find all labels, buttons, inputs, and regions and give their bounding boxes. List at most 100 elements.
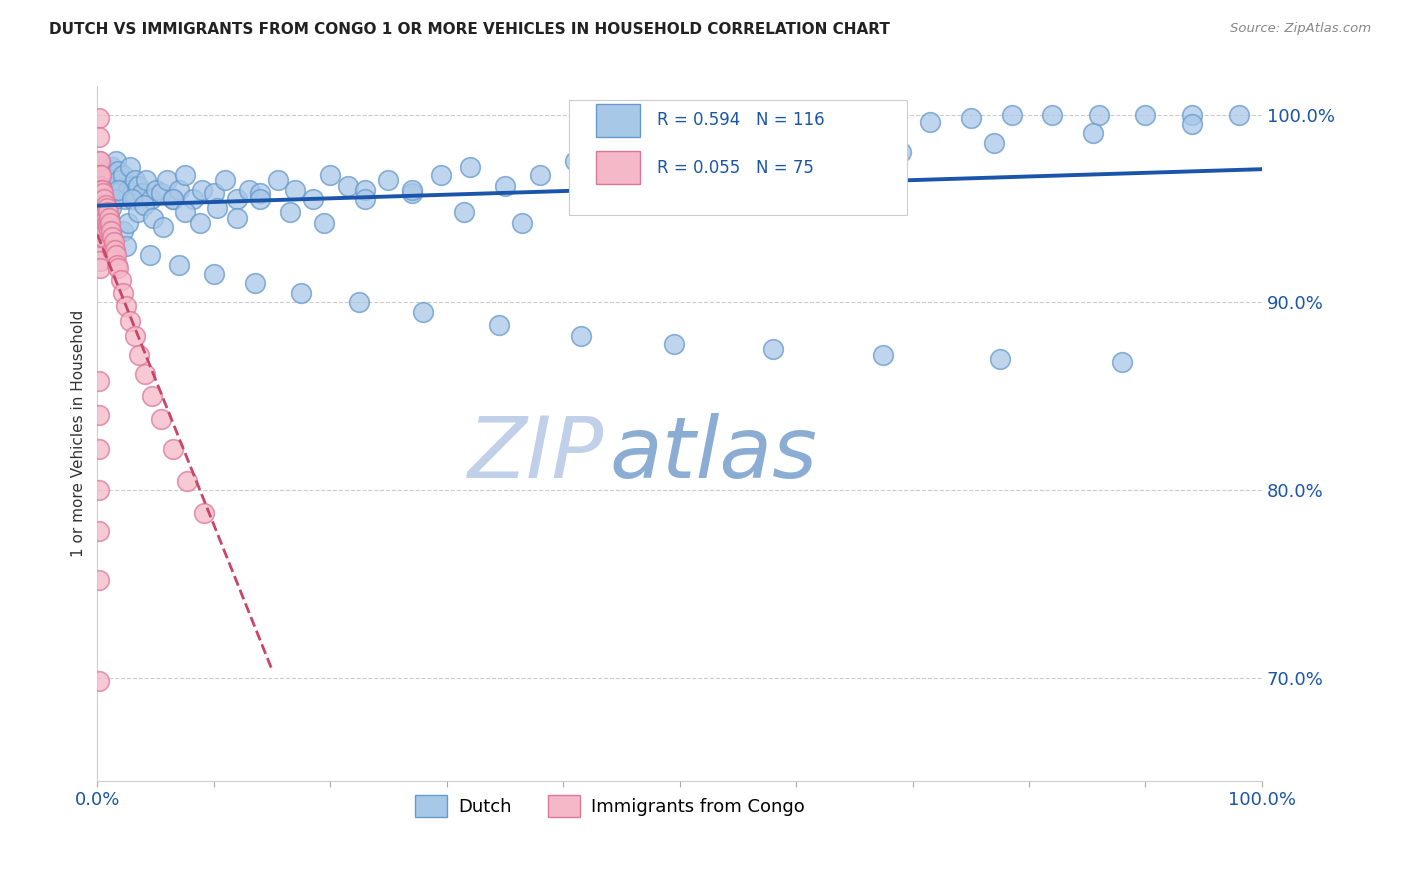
- Point: [104, 168, 127, 182]
- Point: [152, 220, 174, 235]
- Point: [90, 168, 112, 182]
- Point: [150, 186, 173, 201]
- Point: [127, 178, 149, 193]
- Point: [401, 186, 423, 201]
- Point: [284, 183, 307, 197]
- Point: [91, 183, 114, 197]
- Text: ZIP: ZIP: [468, 413, 605, 496]
- Point: [87, 224, 110, 238]
- Point: [128, 348, 150, 362]
- Point: [94, 173, 117, 187]
- Point: [87, 674, 110, 689]
- Point: [98, 216, 121, 230]
- Point: [139, 192, 162, 206]
- Point: [249, 186, 271, 201]
- Bar: [596, 151, 640, 185]
- Point: [336, 178, 359, 193]
- Point: [278, 205, 301, 219]
- Point: [94, 224, 117, 238]
- Point: [89, 186, 111, 201]
- Point: [87, 130, 110, 145]
- Point: [114, 192, 136, 206]
- Point: [98, 211, 121, 225]
- Point: [93, 220, 115, 235]
- Point: [202, 186, 225, 201]
- Text: DUTCH VS IMMIGRANTS FROM CONGO 1 OR MORE VEHICLES IN HOUSEHOLD CORRELATION CHART: DUTCH VS IMMIGRANTS FROM CONGO 1 OR MORE…: [49, 22, 890, 37]
- Point: [188, 216, 211, 230]
- Point: [111, 168, 134, 182]
- Point: [301, 192, 323, 206]
- Point: [319, 168, 342, 182]
- Point: [104, 248, 127, 262]
- Point: [121, 186, 143, 201]
- Point: [193, 506, 215, 520]
- Point: [314, 216, 336, 230]
- Point: [529, 168, 551, 182]
- Point: [87, 211, 110, 225]
- Point: [89, 254, 111, 268]
- Point: [118, 160, 141, 174]
- Point: [89, 197, 111, 211]
- Point: [94, 197, 117, 211]
- Point: [110, 183, 132, 197]
- Point: [90, 192, 112, 206]
- Point: [108, 173, 131, 187]
- Point: [207, 202, 229, 216]
- Point: [808, 126, 831, 140]
- Point: [91, 197, 114, 211]
- Point: [803, 154, 825, 169]
- Point: [117, 183, 139, 197]
- Point: [100, 186, 122, 201]
- Point: [118, 314, 141, 328]
- Point: [412, 304, 434, 318]
- Point: [872, 348, 894, 362]
- Point: [349, 295, 371, 310]
- Point: [141, 389, 163, 403]
- Point: [90, 205, 112, 219]
- Point: [354, 192, 377, 206]
- Point: [890, 145, 912, 159]
- Point: [101, 160, 124, 174]
- Point: [134, 367, 156, 381]
- Point: [988, 351, 1011, 366]
- Point: [91, 229, 114, 244]
- Text: R = 0.594   N = 116: R = 0.594 N = 116: [658, 112, 825, 129]
- Point: [645, 173, 668, 187]
- Point: [91, 202, 114, 216]
- Point: [89, 220, 111, 235]
- Point: [488, 318, 510, 332]
- Point: [1081, 126, 1104, 140]
- Point: [94, 211, 117, 225]
- Bar: [596, 103, 640, 137]
- Point: [87, 112, 110, 126]
- Point: [96, 164, 118, 178]
- Point: [121, 192, 143, 206]
- Point: [100, 224, 122, 238]
- Point: [93, 192, 115, 206]
- Point: [98, 211, 121, 225]
- Point: [87, 524, 110, 539]
- Point: [107, 183, 129, 197]
- Point: [89, 229, 111, 244]
- Point: [918, 115, 941, 129]
- Point: [100, 202, 122, 216]
- Point: [1000, 107, 1022, 121]
- Point: [89, 243, 111, 257]
- Point: [162, 442, 184, 456]
- Point: [91, 168, 114, 182]
- Point: [494, 178, 516, 193]
- Text: R = 0.055   N = 75: R = 0.055 N = 75: [658, 159, 814, 177]
- Point: [176, 474, 198, 488]
- Point: [105, 258, 128, 272]
- Point: [98, 224, 121, 238]
- Point: [599, 164, 621, 178]
- Point: [87, 408, 110, 422]
- Point: [238, 183, 260, 197]
- Point: [181, 192, 204, 206]
- Point: [97, 205, 120, 219]
- Point: [91, 186, 114, 201]
- Point: [107, 164, 129, 178]
- Point: [150, 411, 173, 425]
- Point: [983, 136, 1005, 150]
- Point: [124, 173, 146, 187]
